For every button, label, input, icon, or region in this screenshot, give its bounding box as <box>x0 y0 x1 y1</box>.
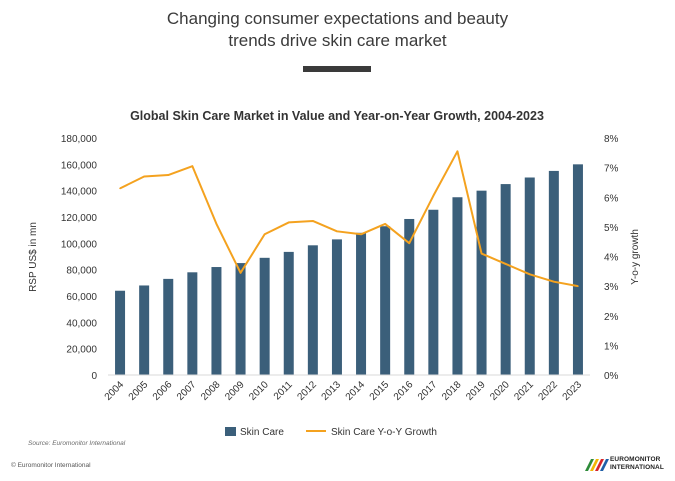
y-tick-label: 100,000 <box>61 239 98 250</box>
x-tick-label-2011: 2011 <box>272 379 295 402</box>
bar-skin-care-2013 <box>331 239 342 375</box>
x-tick-label-2006: 2006 <box>151 379 175 403</box>
logo-text-line2: INTERNATIONAL <box>610 463 664 471</box>
y-tick-label: 60,000 <box>66 292 97 303</box>
point-growth-2018 <box>456 150 459 153</box>
x-tick-label-2012: 2012 <box>295 379 319 403</box>
bar-skin-care-2009 <box>235 263 246 375</box>
bar-skin-care-2021 <box>524 177 535 375</box>
y-axis-label: RSP US$ in mn <box>28 222 39 292</box>
x-tick-label-2023: 2023 <box>561 379 585 403</box>
bar-skin-care-2022 <box>548 170 559 375</box>
x-tick-label-2016: 2016 <box>392 379 416 403</box>
y2-tick-label: 0% <box>604 371 619 382</box>
point-growth-2007 <box>191 165 194 167</box>
point-growth-2015 <box>384 223 386 225</box>
logo-stripes-icon <box>585 459 609 471</box>
bar-skin-care-2020 <box>500 184 511 375</box>
y-tick-label: 120,000 <box>61 213 98 224</box>
y-tick-label: 160,000 <box>61 160 98 171</box>
y-tick-label: 80,000 <box>66 266 97 277</box>
title-underline-bar <box>303 66 371 72</box>
point-growth-2020 <box>504 263 507 265</box>
y2-tick-label: 1% <box>604 341 619 352</box>
x-tick-label-2014: 2014 <box>344 379 368 403</box>
logo-text: EUROMONITOR INTERNATIONAL <box>610 456 664 471</box>
y2-tick-label: 6% <box>604 193 619 204</box>
legend-label-growth: Skin Care Y-o-Y Growth <box>331 427 437 438</box>
copyright-note: © Euromonitor International <box>11 462 91 469</box>
point-growth-2016 <box>408 242 411 244</box>
x-tick-label-2010: 2010 <box>247 379 271 403</box>
x-tick-label-2005: 2005 <box>127 379 151 403</box>
bar-skin-care-2018 <box>452 197 463 375</box>
bar-skin-care-2011 <box>283 251 294 375</box>
slide-title-line1: Changing consumer expectations and beaut… <box>166 9 509 28</box>
x-tick-label-2013: 2013 <box>320 379 344 403</box>
logo-text-line1: EUROMONITOR <box>610 456 661 463</box>
slide-title: Changing consumer expectations and beaut… <box>0 8 675 52</box>
point-growth-2019 <box>480 252 483 255</box>
bar-skin-care-2014 <box>356 232 367 375</box>
point-growth-2014 <box>360 233 362 236</box>
point-growth-2009 <box>239 271 242 274</box>
y2-axis-label: Y-o-y growth <box>630 229 641 285</box>
y-tick-label: 0 <box>91 371 97 382</box>
legend: Skin Care Skin Care Y-o-Y Growth <box>225 427 437 438</box>
point-growth-2022 <box>553 280 555 283</box>
y2-tick-label: 4% <box>604 253 619 264</box>
x-tick-label-2021: 2021 <box>512 379 536 403</box>
x-tick-label-2015: 2015 <box>368 379 392 403</box>
point-growth-2010 <box>263 233 266 236</box>
bar-skin-care-2017 <box>428 209 439 375</box>
x-tick-label-2022: 2022 <box>536 379 560 403</box>
x-tick-label-2018: 2018 <box>440 379 464 403</box>
bar-skin-care-2006 <box>163 278 174 375</box>
point-growth-2012 <box>312 220 314 222</box>
bar-skin-care-2010 <box>259 257 270 375</box>
line-skin-care-growth <box>119 150 579 288</box>
legend-label-skin-care: Skin Care <box>240 427 284 438</box>
bar-skin-care-2012 <box>307 245 318 375</box>
x-tick-label-2007: 2007 <box>175 379 199 403</box>
x-tick-label-2009: 2009 <box>223 379 247 403</box>
bar-skin-care-2005 <box>139 285 150 375</box>
point-growth-2004 <box>119 187 121 190</box>
x-tick-label-2008: 2008 <box>199 379 223 403</box>
bar-skin-care-2015 <box>380 226 391 375</box>
y-tick-label: 180,000 <box>61 134 98 145</box>
bar-skin-care-2016 <box>404 218 415 375</box>
y2-tick-label: 3% <box>604 282 619 293</box>
y2-tick-label: 2% <box>604 312 619 323</box>
y-tick-label: 140,000 <box>61 187 98 198</box>
x-tick-label-2019: 2019 <box>464 379 488 403</box>
y2-tick-label: 8% <box>604 134 619 145</box>
bar-skin-care-2007 <box>187 272 198 375</box>
bar-skin-care-2008 <box>211 267 222 375</box>
point-growth-2017 <box>432 194 435 197</box>
point-growth-2011 <box>287 221 290 224</box>
y2-tick-label: 7% <box>604 164 619 175</box>
x-tick-label-2017: 2017 <box>416 379 440 403</box>
euromonitor-logo: EUROMONITOR INTERNATIONAL <box>583 456 673 472</box>
y-tick-label: 40,000 <box>66 318 97 329</box>
point-growth-2006 <box>167 174 170 176</box>
chart-title: Global Skin Care Market in Value and Yea… <box>130 109 544 123</box>
bar-skin-care-2004 <box>115 290 126 375</box>
y2-tick-label: 5% <box>604 223 619 234</box>
point-growth-2013 <box>336 230 338 233</box>
bar-skin-care-2023 <box>572 164 583 375</box>
point-growth-2021 <box>528 273 531 276</box>
point-growth-2005 <box>143 175 145 178</box>
point-growth-2008 <box>215 223 218 225</box>
bar-skin-care-2019 <box>476 190 487 375</box>
slide-title-line2: trends drive skin care market <box>228 31 447 50</box>
legend-swatch-skin-care <box>225 427 236 436</box>
y-tick-label: 20,000 <box>66 345 97 356</box>
point-growth-2023 <box>577 285 579 287</box>
x-tick-label-2020: 2020 <box>488 379 512 403</box>
x-tick-label-2004: 2004 <box>103 379 127 403</box>
source-note: Source: Euromonitor International <box>28 440 126 447</box>
